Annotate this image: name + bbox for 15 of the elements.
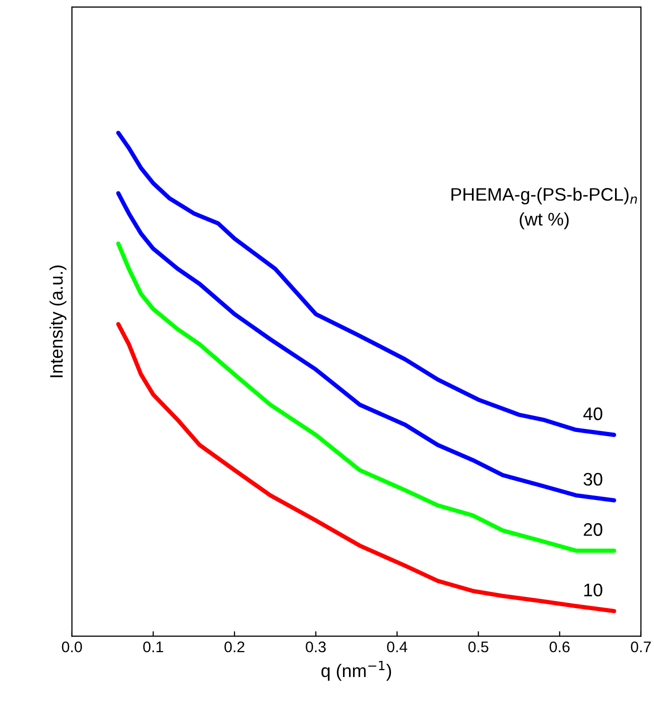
text: PHEMA-g-(PS-b-PCL)$_{n}$ (wt %) xyxy=(452,188,637,230)
x-tick-label: 0.5 xyxy=(468,641,488,652)
x-tick-label: 0.7 xyxy=(630,641,651,652)
series-label: 40 xyxy=(583,407,602,420)
series-label: 10 xyxy=(584,584,602,596)
x-tick-label: 0.6 xyxy=(550,641,570,652)
series-label: 30 xyxy=(584,472,602,486)
series-label: 20 xyxy=(584,523,602,536)
x-tick-label: 0.0 xyxy=(62,641,82,652)
x-tick-label: 0.2 xyxy=(224,641,244,652)
x-tick-label: 0.3 xyxy=(306,641,326,652)
x-tick-label: 0.1 xyxy=(143,641,164,652)
y-axis-title: Intensity (a.u.) xyxy=(50,266,66,378)
x-axis-title: q (nm$^{−1}$) xyxy=(321,660,392,681)
x-tick-label: 0.4 xyxy=(387,641,408,652)
